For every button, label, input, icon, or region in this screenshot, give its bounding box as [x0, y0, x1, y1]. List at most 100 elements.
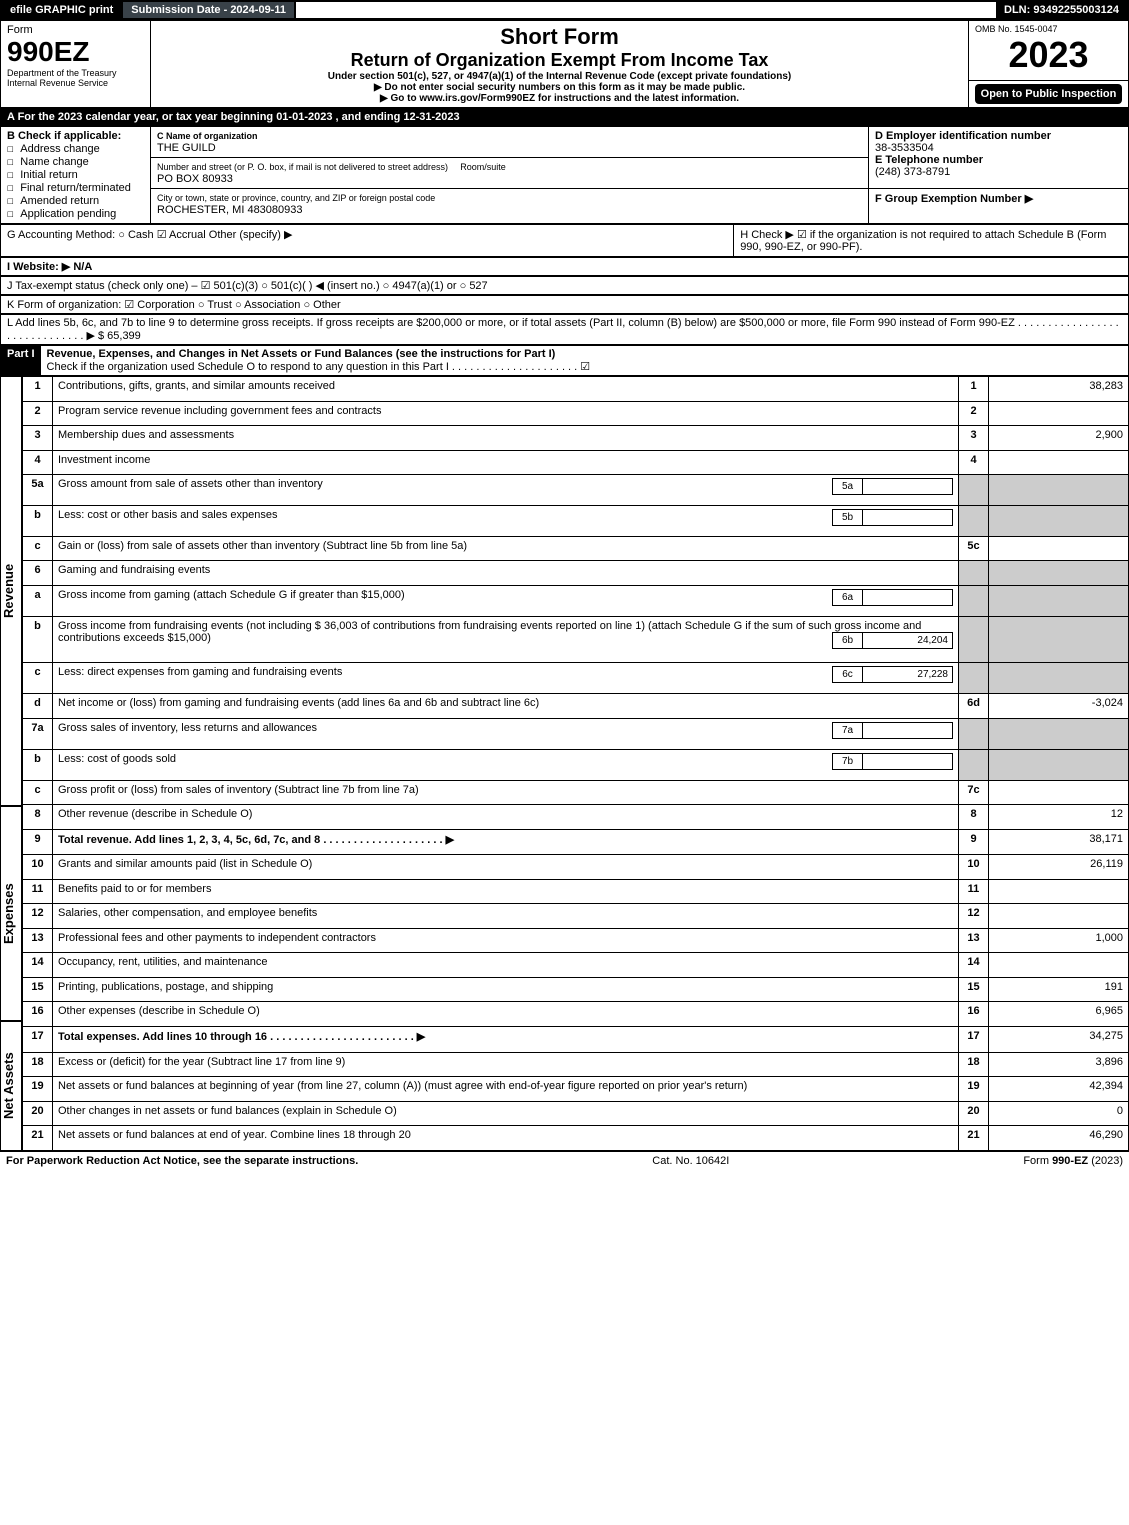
- ln15-text: Printing, publications, postage, and shi…: [53, 977, 959, 1002]
- ln7c-amt: [989, 780, 1129, 805]
- ln1-text: Contributions, gifts, grants, and simila…: [53, 377, 959, 402]
- ln7b-iamt: [863, 753, 953, 769]
- top-bar: efile GRAPHIC print Submission Date - 20…: [0, 0, 1129, 20]
- initial-return: Initial return: [20, 169, 77, 181]
- ln6a-cell: Gross income from gaming (attach Schedul…: [53, 585, 959, 616]
- ln6a-shade: [959, 585, 989, 616]
- street-label: Number and street (or P. O. box, if mail…: [157, 162, 448, 172]
- chk-address-change[interactable]: ☐: [7, 142, 20, 155]
- goto-link[interactable]: ▶ Go to www.irs.gov/Form990EZ for instru…: [157, 93, 962, 104]
- chk-name-change[interactable]: ☐: [7, 155, 20, 168]
- ln6-text: Gaming and fundraising events: [53, 561, 959, 586]
- line-E-label: E Telephone number: [875, 154, 983, 166]
- ln18-text: Excess or (deficit) for the year (Subtra…: [53, 1052, 959, 1077]
- ln6b-shade: [959, 616, 989, 662]
- ln19-amt: 42,394: [989, 1077, 1129, 1102]
- efile-print-button[interactable]: efile GRAPHIC print: [2, 2, 123, 18]
- ln7b-cell: Less: cost of goods sold 7b: [53, 749, 959, 780]
- ln13-num: 13: [23, 928, 53, 953]
- netassets-label: Net Assets: [0, 1021, 22, 1151]
- ln3-num: 3: [23, 426, 53, 451]
- ln2-text: Program service revenue including govern…: [53, 401, 959, 426]
- app-pending: Application pending: [20, 208, 116, 220]
- ln2-amt: [989, 401, 1129, 426]
- line-F-label: F Group Exemption Number ▶: [875, 193, 1033, 205]
- ln6c-shade2: [989, 663, 1129, 694]
- ln20-amt: 0: [989, 1101, 1129, 1126]
- ln6b-num: b: [23, 616, 53, 662]
- ln19-num: 19: [23, 1077, 53, 1102]
- part1-header: Part I Revenue, Expenses, and Changes in…: [0, 345, 1129, 376]
- ln17-text: Total expenses. Add lines 10 through 16 …: [53, 1026, 959, 1052]
- final-return: Final return/terminated: [20, 182, 131, 194]
- ln5b-shade2: [989, 505, 1129, 536]
- part1-label: Part I: [1, 346, 41, 375]
- ln6a-num: a: [23, 585, 53, 616]
- ln12-text: Salaries, other compensation, and employ…: [53, 904, 959, 929]
- ln6b-shade2: [989, 616, 1129, 662]
- omb-number: OMB No. 1545-0047: [975, 24, 1122, 34]
- ln14-amt: [989, 953, 1129, 978]
- room-label: Room/suite: [460, 162, 506, 172]
- line-D-label: D Employer identification number: [875, 130, 1051, 142]
- ln7b-num: b: [23, 749, 53, 780]
- ln16-box: 16: [959, 1002, 989, 1027]
- chk-final-return[interactable]: ☐: [7, 181, 20, 194]
- ln20-num: 20: [23, 1101, 53, 1126]
- ln1-num: 1: [23, 377, 53, 402]
- ln7c-box: 7c: [959, 780, 989, 805]
- ln5c-box: 5c: [959, 536, 989, 561]
- form-word: Form: [7, 24, 144, 36]
- dln: DLN: 93492255003124: [996, 2, 1127, 18]
- dept-treasury: Department of the Treasury: [7, 68, 144, 78]
- ln10-text: Grants and similar amounts paid (list in…: [53, 855, 959, 880]
- submission-date: Submission Date - 2024-09-11: [123, 2, 296, 18]
- part1-title: Revenue, Expenses, and Changes in Net As…: [47, 348, 556, 360]
- phone: (248) 373-8791: [875, 166, 950, 178]
- ln4-num: 4: [23, 450, 53, 475]
- ln5a-cell: Gross amount from sale of assets other t…: [53, 475, 959, 506]
- ln6c-num: c: [23, 663, 53, 694]
- footer-right: Form 990-EZ (2023): [1023, 1155, 1123, 1167]
- chk-amended-return[interactable]: ☐: [7, 194, 20, 207]
- ln2-box: 2: [959, 401, 989, 426]
- ln14-box: 14: [959, 953, 989, 978]
- ln6a-ibox: 6a: [833, 589, 863, 605]
- ln17-amt: 34,275: [989, 1026, 1129, 1052]
- ln6-shade: [959, 561, 989, 586]
- line-J: J Tax-exempt status (check only one) – ☑…: [0, 276, 1129, 295]
- ln16-num: 16: [23, 1002, 53, 1027]
- ln21-box: 21: [959, 1126, 989, 1151]
- ln6b-ibox: 6b: [833, 632, 863, 648]
- irs: Internal Revenue Service: [7, 78, 144, 88]
- ln5c-text: Gain or (loss) from sale of assets other…: [53, 536, 959, 561]
- ln9-text: Total revenue. Add lines 1, 2, 3, 4, 5c,…: [53, 829, 959, 855]
- ln6c-ibox: 6c: [833, 667, 863, 683]
- form-number: 990EZ: [7, 36, 144, 68]
- ln5c-amt: [989, 536, 1129, 561]
- ln9-amt: 38,171: [989, 829, 1129, 855]
- line-L: L Add lines 5b, 6c, and 7b to line 9 to …: [0, 314, 1129, 345]
- line-C-label: C Name of organization: [157, 131, 258, 141]
- entity-block: B Check if applicable: ☐ Address change …: [0, 126, 1129, 224]
- ln6b-iamt: 24,204: [863, 632, 953, 648]
- ln18-amt: 3,896: [989, 1052, 1129, 1077]
- chk-initial-return[interactable]: ☐: [7, 168, 20, 181]
- chk-application-pending[interactable]: ☐: [7, 207, 20, 220]
- under-section: Under section 501(c), 527, or 4947(a)(1)…: [157, 71, 962, 82]
- ln5b-iamt: [863, 509, 953, 525]
- ln15-num: 15: [23, 977, 53, 1002]
- ln4-amt: [989, 450, 1129, 475]
- ln16-amt: 6,965: [989, 1002, 1129, 1027]
- ln17-num: 17: [23, 1026, 53, 1052]
- ln5b-cell: Less: cost or other basis and sales expe…: [53, 505, 959, 536]
- ln11-num: 11: [23, 879, 53, 904]
- ln10-num: 10: [23, 855, 53, 880]
- line-A: A For the 2023 calendar year, or tax yea…: [0, 108, 1129, 126]
- expenses-label: Expenses: [0, 806, 22, 1021]
- ln6d-box: 6d: [959, 694, 989, 719]
- ln5b-num: b: [23, 505, 53, 536]
- ln6c-iamt: 27,228: [863, 667, 953, 683]
- po-box: PO BOX 80933: [157, 173, 233, 185]
- footer-left: For Paperwork Reduction Act Notice, see …: [6, 1155, 358, 1167]
